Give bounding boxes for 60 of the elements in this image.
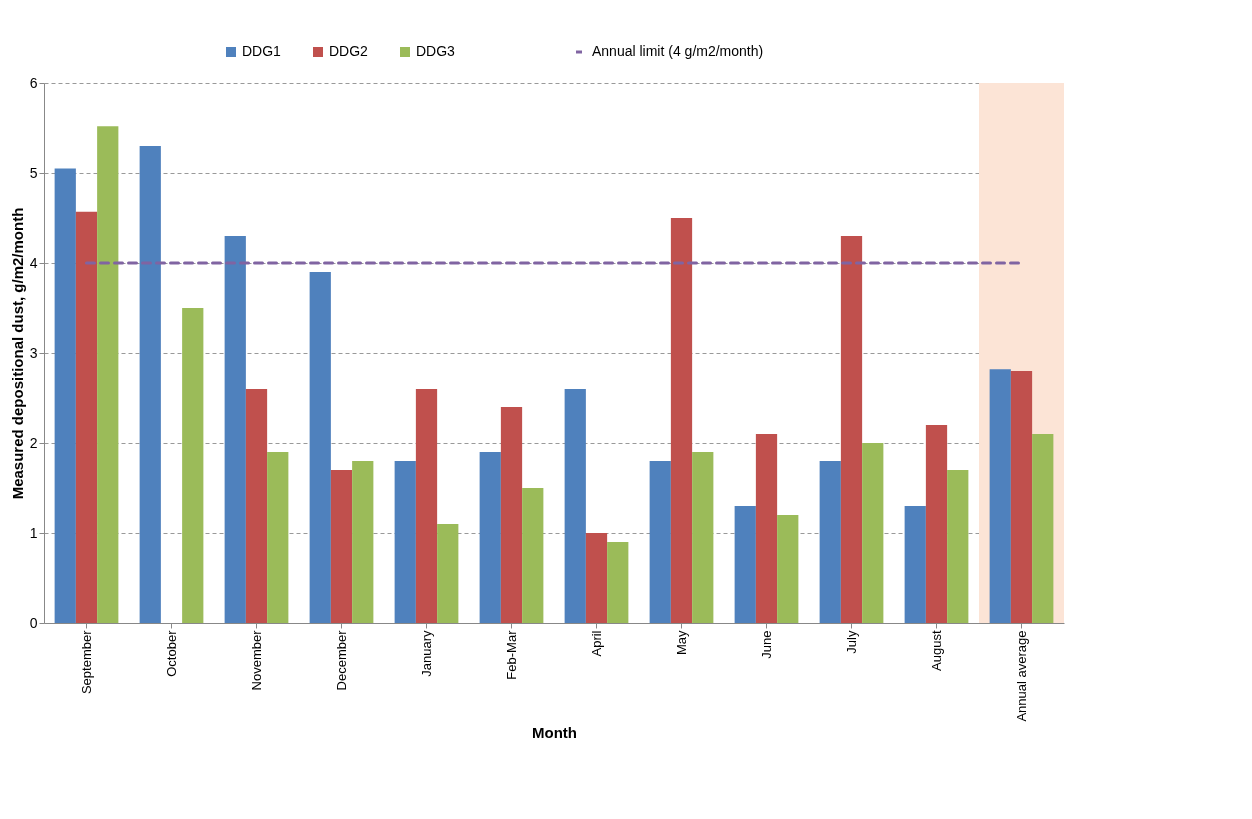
y-tick-label: 5 — [29, 164, 38, 181]
bar — [585, 533, 608, 623]
x-tick-label: Feb-Mar — [503, 629, 519, 680]
bar — [500, 407, 523, 623]
bar — [75, 211, 98, 623]
bar — [54, 168, 76, 623]
bar — [437, 524, 459, 623]
bar — [139, 146, 161, 623]
bar — [564, 389, 586, 623]
x-tick-label: October — [163, 629, 179, 677]
bar — [989, 369, 1011, 623]
x-axis-title: Month — [532, 723, 577, 741]
y-tick-label: 3 — [29, 344, 38, 361]
bar — [182, 308, 204, 623]
bar — [777, 515, 799, 623]
bar — [692, 452, 714, 623]
bar — [267, 452, 289, 623]
x-tick-label: Annual average — [1013, 630, 1029, 722]
x-tick-label: May — [673, 630, 689, 656]
x-tick-label: September — [78, 629, 94, 695]
bar — [734, 506, 756, 623]
y-tick-label: 6 — [29, 74, 38, 91]
y-tick-label: 4 — [29, 254, 38, 271]
bar — [1010, 371, 1033, 623]
bar — [1032, 434, 1054, 623]
bar — [224, 236, 246, 623]
bar — [819, 461, 841, 623]
bar — [394, 461, 416, 623]
bar — [670, 218, 693, 623]
y-axis-title: Measured depositional dust, g/m2/month — [8, 207, 26, 500]
x-tick-label: January — [418, 630, 434, 677]
x-tick-label: December — [333, 629, 349, 691]
bar — [309, 272, 331, 623]
bar — [840, 236, 863, 623]
bar — [479, 452, 501, 623]
bar — [862, 443, 884, 623]
bar — [925, 425, 948, 623]
bar — [245, 389, 268, 623]
legend-label: DDG3 — [416, 43, 456, 59]
bar — [755, 434, 778, 623]
bar — [947, 470, 969, 623]
legend-label: DDG1 — [242, 43, 282, 59]
bar — [352, 461, 374, 623]
y-tick-label: 1 — [29, 524, 38, 541]
legend-label: DDG2 — [329, 43, 369, 59]
bar — [330, 470, 353, 623]
x-tick-label: August — [928, 630, 944, 671]
x-tick-label: November — [248, 629, 264, 691]
legend-label: Annual limit (4 g/m2/month) — [592, 43, 764, 59]
x-tick-label: April — [588, 630, 604, 657]
bar — [607, 542, 629, 623]
x-tick-label: July — [843, 630, 859, 654]
bar — [649, 461, 671, 623]
bar — [415, 389, 438, 623]
y-tick-label: 0 — [29, 614, 38, 631]
bar — [97, 126, 119, 623]
x-tick-label: June — [758, 630, 774, 659]
bar — [522, 488, 544, 623]
bar — [904, 506, 926, 623]
y-tick-label: 2 — [29, 434, 38, 451]
